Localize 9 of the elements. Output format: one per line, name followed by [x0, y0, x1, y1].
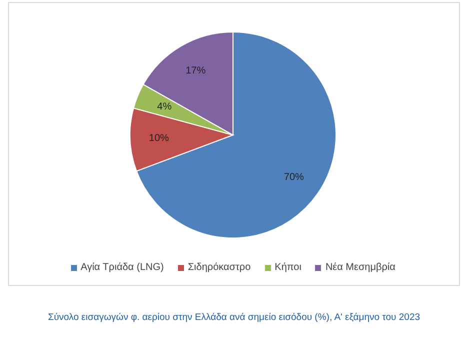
data-label: 4% [157, 101, 172, 112]
data-label: 70% [284, 172, 304, 183]
data-label: 17% [186, 65, 206, 76]
data-label: 10% [148, 132, 170, 144]
legend-label: Σιδηρόκαστρο [188, 262, 251, 273]
legend-label: Κήποι [274, 262, 302, 273]
legend-label: Αγία Τριάδα (LNG) [80, 262, 164, 273]
text: Σύνολο εισαγωγών φ. αερίου στην Ελλάδα ανά σημείο εισόδου (%), Α' εξάμηνο του 2023 [46, 312, 422, 323]
legend-label: Νέα Μεσημβρία [325, 262, 396, 273]
